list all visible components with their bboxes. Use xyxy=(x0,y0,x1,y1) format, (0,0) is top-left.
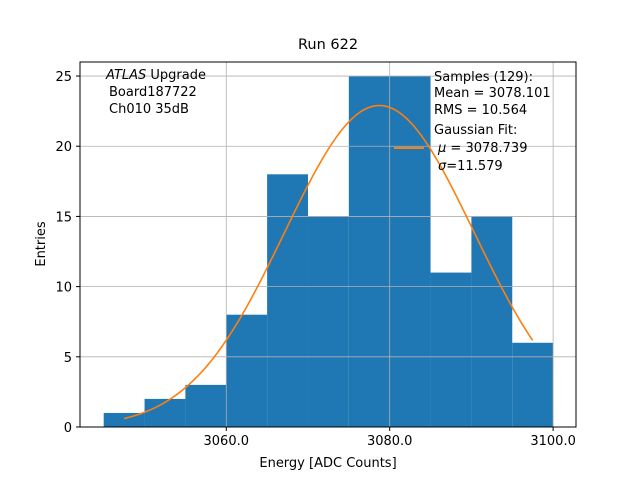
legend-mu-symbol: μ xyxy=(437,141,446,156)
legend-rms: RMS = 10.564 xyxy=(434,103,527,118)
chart-title: Run 622 xyxy=(298,37,358,53)
x-tick-label: 3080.0 xyxy=(367,434,413,449)
atlas-label: ATLAS xyxy=(105,68,146,83)
y-tick-label: 15 xyxy=(55,210,72,225)
legend-sigma-symbol: σ xyxy=(438,159,447,174)
ticks: 3060.0 3080.0 3100.0 0 5 10 15 20 25 xyxy=(55,70,575,449)
x-tick-label: 3060.0 xyxy=(204,434,250,449)
atlas-annotation: ATLAS Upgrade Board187722 Ch010 35dB xyxy=(105,68,206,117)
y-tick-label: 10 xyxy=(55,281,72,296)
histogram-bar xyxy=(144,398,186,427)
legend-sigma: =11.579 xyxy=(446,159,502,174)
legend-fit-title: Gaussian Fit: xyxy=(434,123,517,138)
gaussian-fit-curve xyxy=(123,104,534,420)
histogram-bar xyxy=(226,314,268,427)
legend-mu: = 3078.739 xyxy=(446,141,527,156)
fit-curve-group xyxy=(123,104,534,420)
legend-samples: Samples (129): xyxy=(434,70,533,85)
legend: Samples (129): Mean = 3078.101 RMS = 10.… xyxy=(394,70,551,174)
legend-mean: Mean = 3078.101 xyxy=(434,86,551,101)
svg-text:σ=11.579: σ=11.579 xyxy=(438,159,503,174)
svg-text:ATLAS Upgrade: ATLAS Upgrade xyxy=(105,68,206,83)
x-tick-label: 3100.0 xyxy=(530,434,576,449)
y-tick-label: 0 xyxy=(64,421,72,436)
svg-text:μ = 3078.739: μ = 3078.739 xyxy=(437,141,527,156)
histogram-bar xyxy=(307,216,349,427)
bars xyxy=(103,76,554,428)
histogram-bar xyxy=(267,174,308,427)
histogram-bar xyxy=(512,342,554,427)
board-label: Board187722 xyxy=(109,85,197,100)
x-axis-label: Energy [ADC Counts] xyxy=(259,456,396,471)
channel-label: Ch010 35dB xyxy=(109,102,189,117)
y-tick-label: 25 xyxy=(55,70,72,85)
upgrade-label: Upgrade xyxy=(146,68,206,83)
axes-frame xyxy=(79,61,577,428)
y-tick-label: 20 xyxy=(55,140,72,155)
histogram-bar xyxy=(348,76,390,428)
y-tick-label: 5 xyxy=(64,351,72,366)
histogram-bar xyxy=(471,216,513,427)
histogram-bar xyxy=(430,272,472,427)
histogram-bar xyxy=(185,384,227,427)
histogram-bar xyxy=(389,76,431,428)
y-axis-label: Entries xyxy=(34,221,49,267)
